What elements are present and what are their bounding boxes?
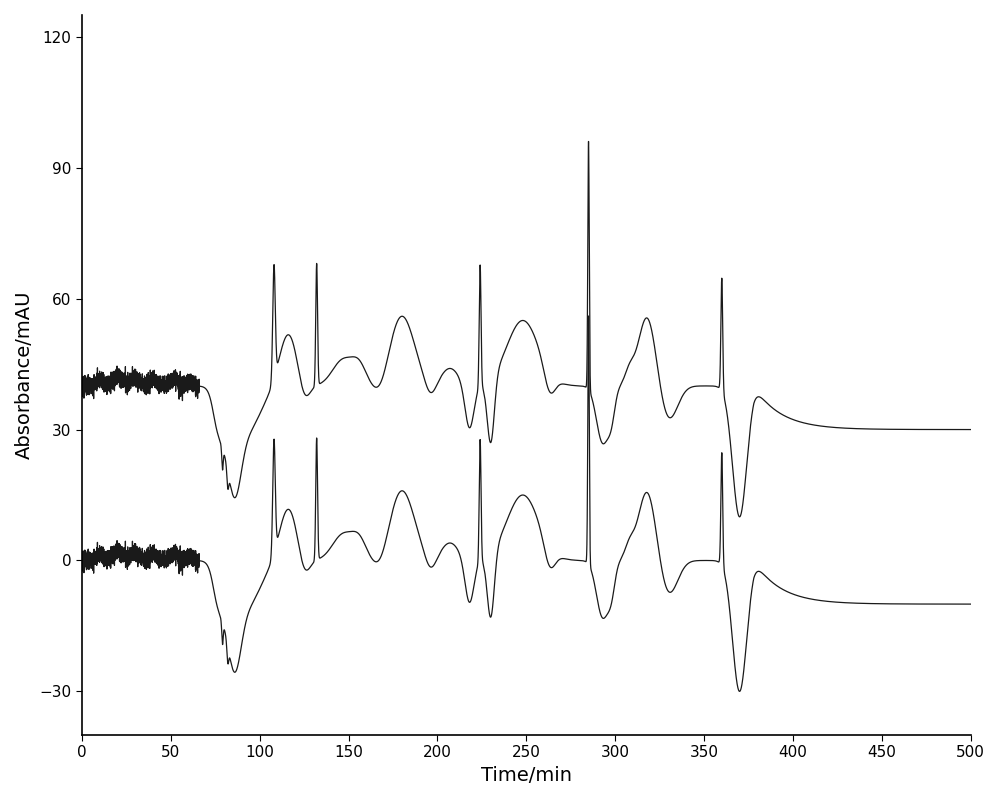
X-axis label: Time/min: Time/min: [481, 766, 572, 785]
Y-axis label: Absorbance/mAU: Absorbance/mAU: [15, 290, 34, 459]
